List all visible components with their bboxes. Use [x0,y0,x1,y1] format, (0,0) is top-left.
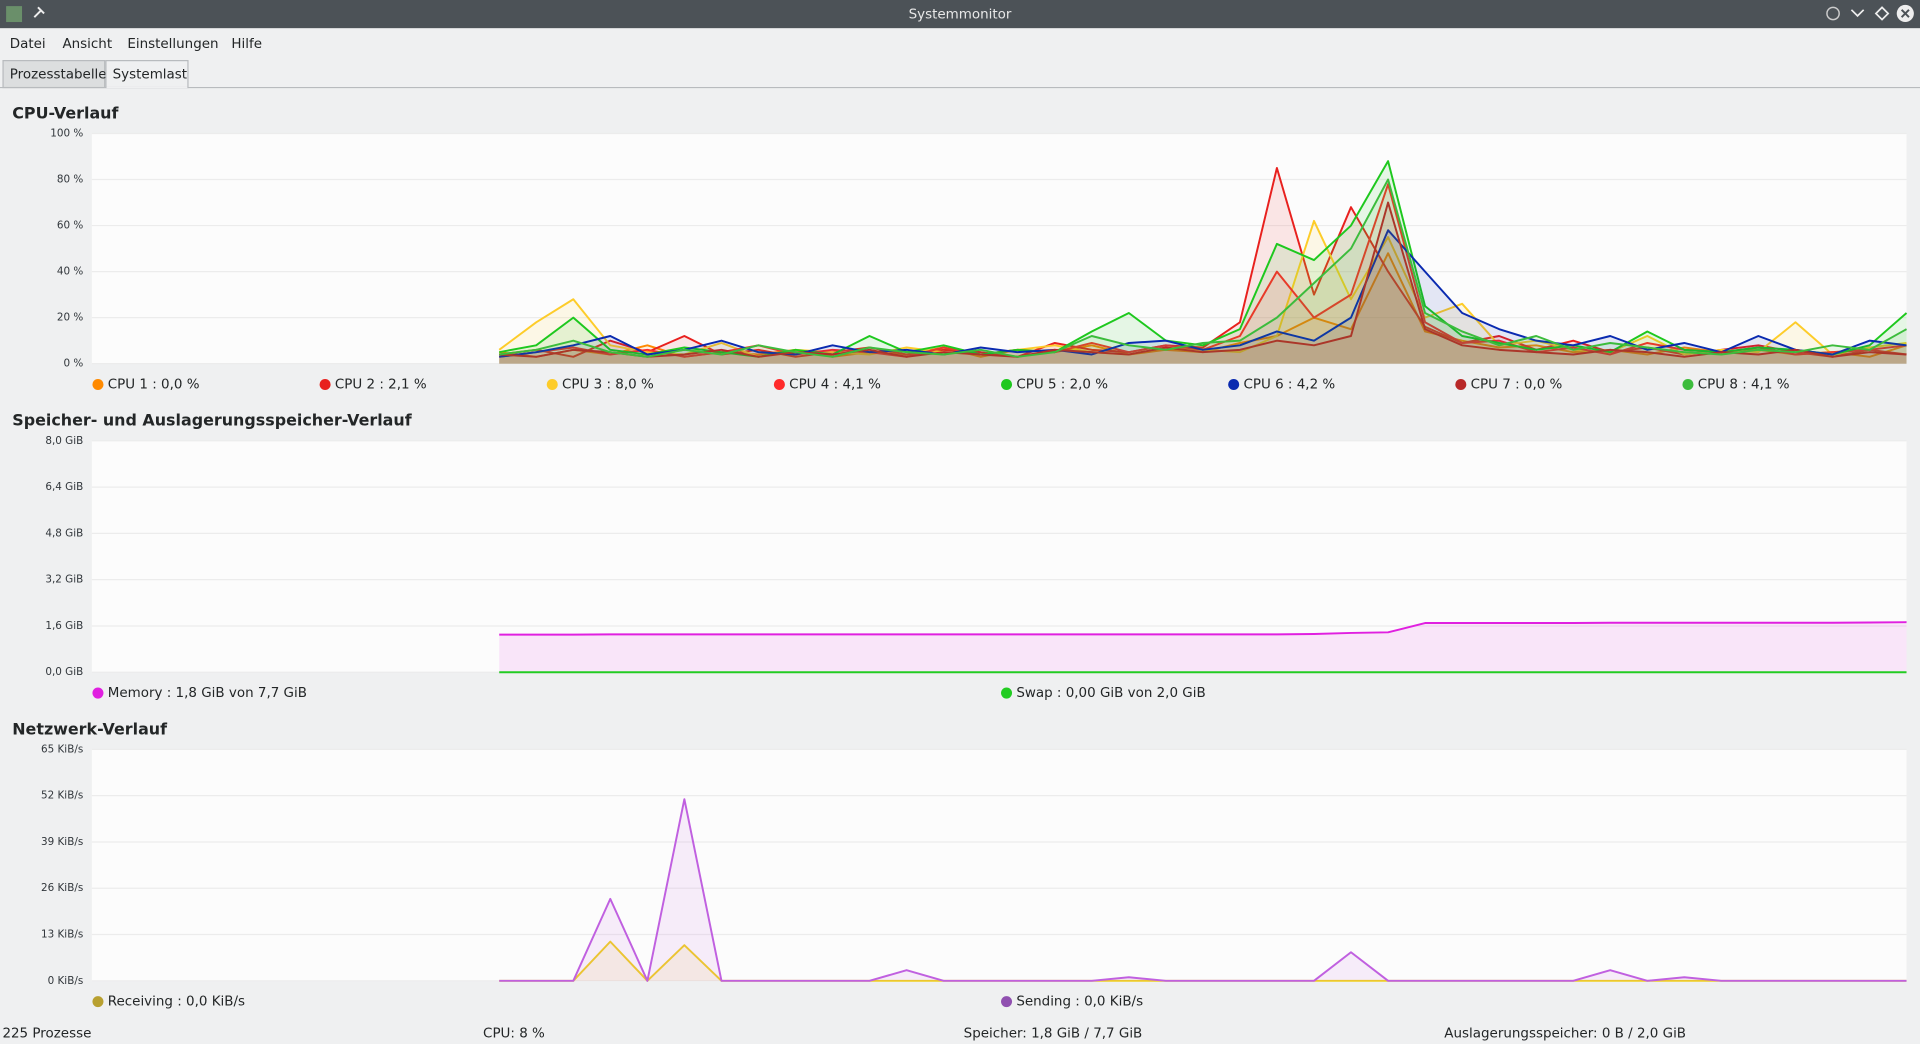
title-bar [0,0,1920,29]
y-tick-label: 80 % [57,174,84,186]
status-item: 225 Prozesse [2,1026,91,1041]
series-line [499,798,1907,982]
menu-item[interactable]: Ansicht [62,37,112,52]
legend-label: CPU 5 : 2,0 % [1016,377,1108,392]
legend-label: CPU 1 : 0,0 % [108,377,200,392]
y-tick-label: 6,4 GiB [45,481,83,493]
close-icon [1900,9,1910,18]
help-button[interactable] [1826,6,1840,21]
y-tick-label: 40 % [57,266,84,278]
legend-label: Receiving : 0,0 KiB/s [108,995,245,1010]
y-tick-label: 4,8 GiB [45,527,83,539]
y-tick-label: 52 KiB/s [41,790,83,802]
series-line [499,229,1907,358]
y-tick-label: 0,0 GiB [45,666,83,678]
legend-label: CPU 4 : 4,1 % [789,377,881,392]
y-tick-label: 60 % [57,220,84,232]
legend-marker [1001,687,1013,699]
maximize-button[interactable] [1874,6,1890,21]
y-tick-label: 13 KiB/s [41,929,83,941]
menu-item[interactable]: Hilfe [231,37,262,52]
legend-label: Memory : 1,8 GiB von 7,7 GiB [108,686,307,701]
y-tick-label: 8,0 GiB [45,435,83,447]
plot-area [91,749,1907,981]
legend-label: CPU 6 : 4,2 % [1243,377,1335,392]
app-icon [6,6,23,23]
pin-button[interactable] [33,6,45,18]
tab-label[interactable]: Systemlast [113,68,187,83]
menu-item[interactable]: Datei [10,37,46,52]
series-line [499,160,1908,358]
legend-label: Swap : 0,00 GiB von 2,0 GiB [1016,686,1205,701]
status-item: CPU: 8 % [483,1026,545,1041]
legend-marker [773,378,785,390]
series-area [499,941,1907,981]
legend-marker [92,687,104,699]
legend-marker [92,378,104,390]
chart-title: CPU-Verlauf [12,103,119,122]
legend-marker [319,378,331,390]
status-item: Auslagerungsspeicher: 0 B / 2,0 GiB [1444,1026,1686,1041]
plot-area [91,133,1907,364]
y-tick-label: 1,6 GiB [45,620,83,632]
y-tick-label: 0 % [63,358,83,370]
y-tick-label: 20 % [57,312,84,324]
chart-title: Netzwerk-Verlauf [12,719,168,738]
y-tick-label: 65 KiB/s [41,743,83,755]
status-item: Speicher: 1,8 GiB / 7,7 GiB [964,1026,1143,1041]
y-tick-label: 26 KiB/s [41,882,83,894]
legend-marker [1001,378,1013,390]
series-line [499,178,1908,358]
legend-label: CPU 7 : 0,0 % [1471,377,1563,392]
legend-marker [1682,378,1694,390]
y-tick-label: 100 % [50,127,83,139]
minimize-button[interactable] [1850,9,1865,18]
series-line [499,621,1907,636]
legend-marker [92,996,104,1008]
legend-label: Sending : 0,0 KiB/s [1016,995,1143,1010]
tab-label[interactable]: Prozesstabelle [10,68,107,83]
legend-label: CPU 2 : 2,1 % [335,377,427,392]
legend-marker [1228,378,1240,390]
chart-title: Speicher- und Auslagerungsspeicher-Verla… [12,411,412,430]
legend-label: CPU 8 : 4,1 % [1698,377,1790,392]
legend-label: CPU 3 : 8,0 % [562,377,654,392]
legend-marker [1455,378,1467,390]
legend-marker [1001,996,1013,1008]
y-tick-label: 39 KiB/s [41,836,83,848]
y-tick-label: 0 KiB/s [48,975,84,987]
legend-marker [546,378,558,390]
window-title: Systemmonitor [909,8,1012,23]
tab[interactable] [2,60,106,89]
menu-item[interactable]: Einstellungen [127,37,218,52]
y-tick-label: 3,2 GiB [45,574,83,586]
